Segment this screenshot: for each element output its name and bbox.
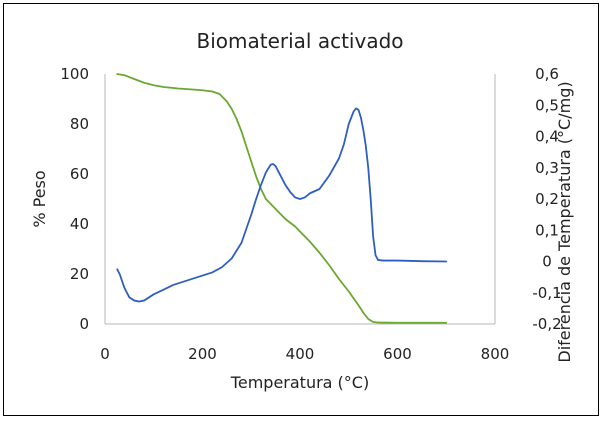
- y2-tick-label: -0,2: [532, 315, 561, 333]
- y2-tick-label: 0,1: [535, 221, 559, 239]
- series-line-temperature-difference: [116, 107, 448, 303]
- y-axis-label: % Peso: [30, 170, 49, 227]
- y-tick-label: 80: [70, 115, 89, 133]
- y-tick-labels: 0 20 40 60 80 100: [60, 65, 89, 333]
- x-tick-label: 200: [188, 345, 217, 363]
- y2-tick-label: -0,1: [532, 284, 561, 302]
- x-tick-label: 0: [100, 345, 110, 363]
- y2-tick-labels: -0,2 -0,1 0 0,1 0,2 0,3 0,4 0,5 0,6: [532, 65, 561, 333]
- y-tick-label: 20: [70, 265, 89, 283]
- x-tick-label: 400: [286, 345, 315, 363]
- y2-tick-label: 0,5: [535, 96, 559, 114]
- x-tick-labels: 0 200 400 600 800: [100, 345, 509, 363]
- y-tick-label: 100: [60, 65, 89, 83]
- y2-tick-label: 0,4: [535, 128, 559, 146]
- y-tick-label: 40: [70, 215, 89, 233]
- x-tick-label: 600: [383, 345, 412, 363]
- x-axis-label: Temperatura (°C): [230, 373, 369, 392]
- y-tick-label: 60: [70, 165, 89, 183]
- y2-tick-label: 0: [542, 253, 552, 271]
- chart-border: [3, 3, 599, 416]
- y2-tick-label: 0,2: [535, 190, 559, 208]
- y2-tick-label: 0,6: [535, 65, 559, 83]
- series-line-weight: [116, 73, 448, 324]
- series-layer: [116, 73, 448, 324]
- x-tick-label: 800: [481, 345, 510, 363]
- y2-tick-label: 0,3: [535, 159, 559, 177]
- y-tick-label: 0: [79, 315, 89, 333]
- chart-title: Biomaterial activado: [196, 29, 403, 53]
- y2-axis-label: Diferencia de Temperatura (°C/mg): [555, 81, 574, 362]
